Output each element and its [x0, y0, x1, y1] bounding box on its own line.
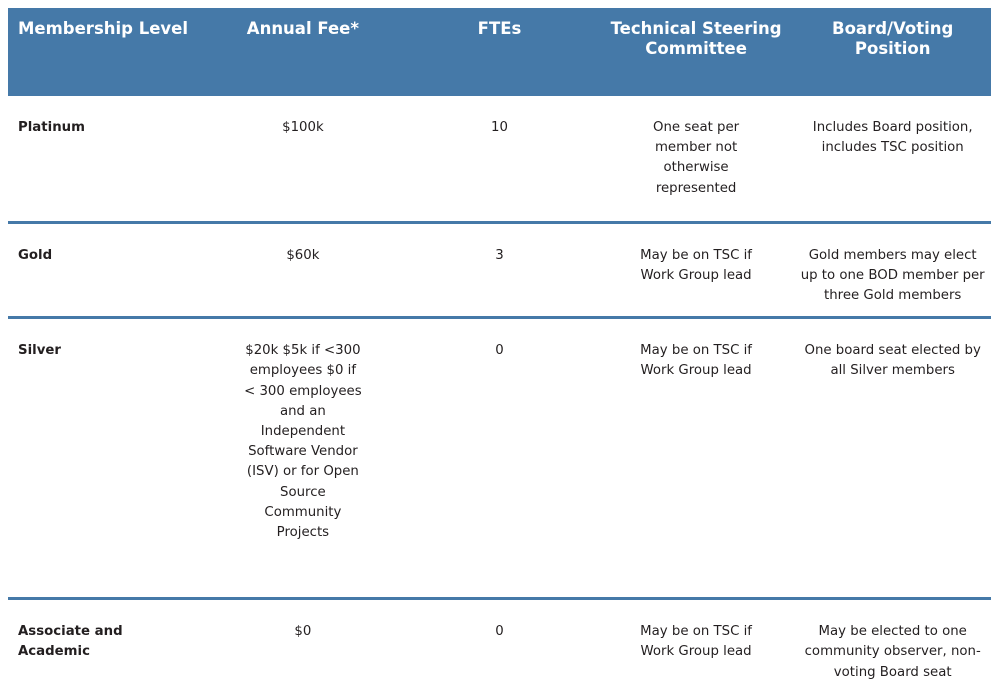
cell-ftes: 0: [401, 598, 598, 693]
cell-technical-steering-committee: May be on TSC if Work Group lead: [597, 222, 795, 320]
cell-ftes: 0: [401, 317, 598, 601]
table-row: Associate and Academic $0 0 May be on TS…: [8, 598, 991, 693]
column-header-ftes: FTEs: [477, 19, 522, 38]
cell-membership-level: Associate and Academic: [8, 598, 205, 693]
cell-text: $60k: [286, 247, 320, 263]
cell-membership-level: Silver: [8, 317, 205, 601]
cell-annual-fee: $60k: [204, 222, 402, 320]
cell-text: $0: [294, 624, 312, 640]
cell-board-voting-position: Gold members may elect up to one BOD mem…: [794, 222, 991, 320]
cell-text: One board seat elected by all Silver mem…: [804, 343, 981, 379]
cell-text: May be on TSC if Work Group lead: [640, 247, 752, 283]
cell-ftes: 3: [401, 222, 598, 320]
table-header-row: Membership Level Annual Fee* FTEs Techni…: [8, 8, 991, 96]
cell-text: $20k $5k if <300 employees $0 if < 300 e…: [244, 343, 362, 540]
cell-membership-level: Gold: [8, 222, 205, 320]
cell-text: Platinum: [18, 120, 85, 135]
cell-text: One seat per member not otherwise repres…: [653, 120, 740, 196]
column-header-board-voting-position: Board/Voting Position: [832, 19, 954, 59]
cell-board-voting-position: Includes Board position, includes TSC po…: [794, 96, 991, 224]
cell-text: Gold members may elect up to one BOD mem…: [800, 247, 985, 303]
table-body: Platinum $100k 10 One seat per member no…: [8, 96, 991, 693]
cell-membership-level: Platinum: [8, 96, 205, 224]
cell-text: May be on TSC if Work Group lead: [640, 624, 752, 660]
cell-text: Gold: [18, 247, 53, 263]
column-header-technical-steering-committee: Technical Steering Committee: [610, 19, 782, 59]
cell-technical-steering-committee: One seat per member not otherwise repres…: [597, 96, 795, 224]
cell-text: Includes Board position, includes TSC po…: [812, 120, 973, 156]
cell-board-voting-position: May be elected to one community observer…: [794, 598, 991, 693]
cell-text: Associate and Academic: [18, 624, 123, 660]
cell-ftes: 10: [401, 96, 598, 224]
column-header-annual-fee: Annual Fee*: [246, 19, 359, 38]
cell-text: May be on TSC if Work Group lead: [640, 343, 752, 379]
table-header: Membership Level Annual Fee* FTEs Techni…: [8, 8, 991, 96]
membership-table-container: Membership Level Annual Fee* FTEs Techni…: [8, 8, 991, 693]
cell-technical-steering-committee: May be on TSC if Work Group lead: [597, 317, 795, 601]
table-row: Platinum $100k 10 One seat per member no…: [8, 96, 991, 224]
cell-text: $100k: [282, 120, 324, 135]
cell-annual-fee: $100k: [204, 96, 402, 224]
cell-annual-fee: $20k $5k if <300 employees $0 if < 300 e…: [204, 317, 402, 601]
cell-technical-steering-committee: May be on TSC if Work Group lead: [597, 598, 795, 693]
table-row: Gold $60k 3 May be on TSC if Work Group …: [8, 222, 991, 320]
column-header-membership-level: Membership Level: [18, 19, 189, 38]
membership-levels-table: Membership Level Annual Fee* FTEs Techni…: [8, 8, 991, 693]
cell-board-voting-position: One board seat elected by all Silver mem…: [794, 317, 991, 601]
table-row: Silver $20k $5k if <300 employees $0 if …: [8, 317, 991, 601]
cell-text: Silver: [18, 343, 61, 359]
cell-text: May be elected to one community observer…: [804, 624, 981, 680]
cell-annual-fee: $0: [204, 598, 402, 693]
